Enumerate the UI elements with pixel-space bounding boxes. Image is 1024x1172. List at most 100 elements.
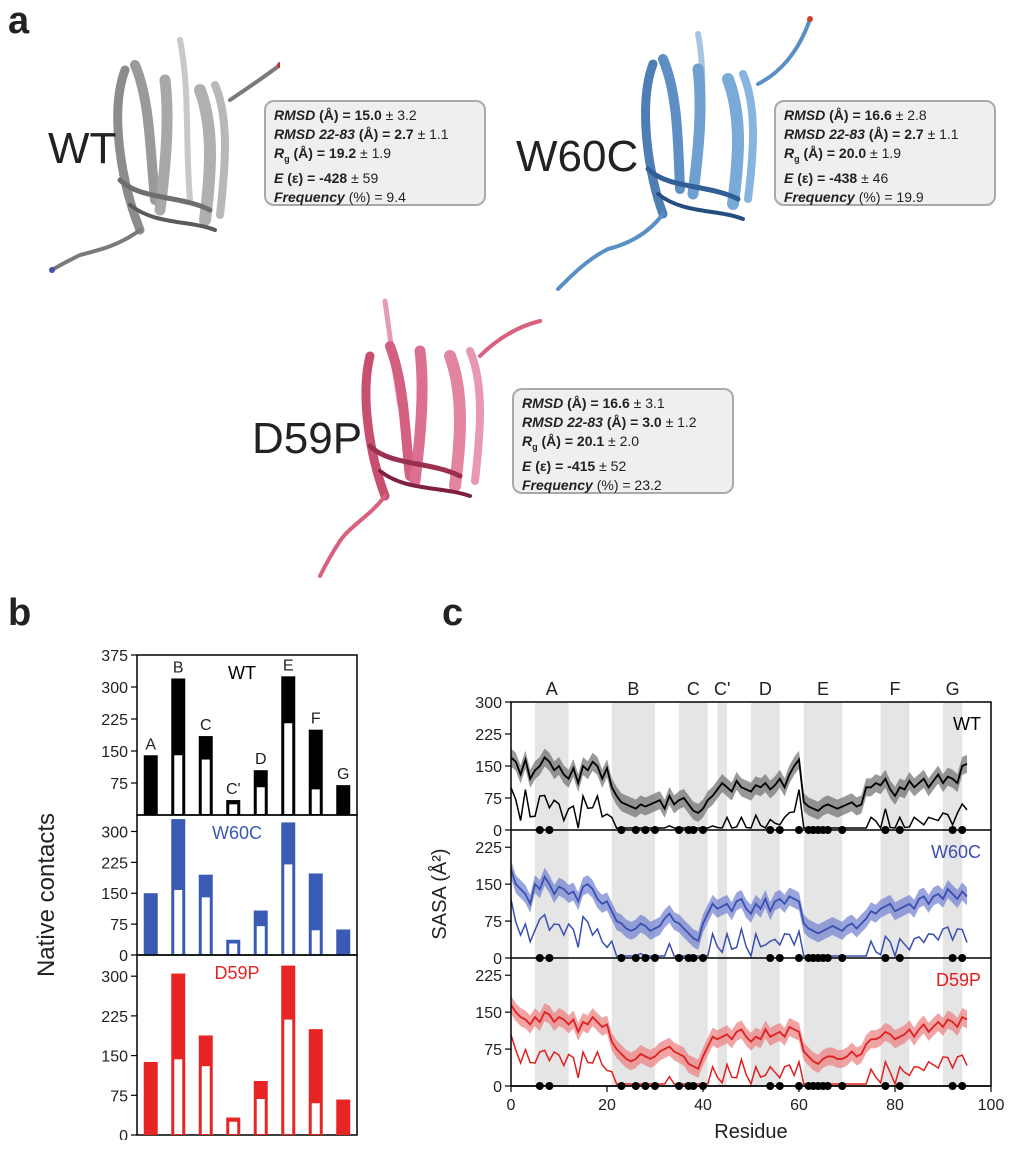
contact-dot — [895, 826, 904, 834]
y-tick-label: 0 — [493, 951, 502, 968]
contact-dot — [675, 826, 683, 834]
sasa-line-lower-WT — [510, 787, 968, 830]
wt-structure-image — [49, 37, 280, 273]
contact-dot — [545, 826, 554, 834]
y-tick-label: 0 — [493, 1079, 502, 1096]
y-tick-label: 225 — [475, 968, 502, 985]
sasa-line-lower-D59P — [510, 1034, 968, 1087]
panel-letter-c: c — [442, 592, 464, 634]
strand-label: C — [200, 717, 212, 734]
bar-panel-title: WT — [228, 663, 256, 683]
contact-dot — [535, 954, 544, 962]
bar-D59P-A — [143, 1061, 158, 1135]
x-tick-label: 100 — [978, 1097, 1005, 1114]
strand-band-C — [679, 702, 708, 1086]
contact-dot — [895, 954, 904, 962]
contact-dot — [535, 826, 544, 834]
y-tick-label: 75 — [110, 917, 128, 934]
y-tick-label: 225 — [101, 1009, 128, 1026]
d59p-label: D59P — [252, 414, 363, 463]
contact-dot — [651, 826, 659, 834]
bar-W60C-A — [143, 893, 158, 955]
strand-label: F — [311, 711, 321, 728]
bar-panel-title: D59P — [214, 963, 259, 983]
native-contacts-ylabel: Native contacts — [33, 813, 60, 977]
bar-inner-D59P-D — [256, 1099, 265, 1134]
contact-dot — [775, 954, 784, 962]
y-tick-label: 75 — [484, 791, 502, 808]
strand-label: G — [337, 766, 349, 783]
x-tick-label: 40 — [694, 1097, 712, 1114]
strand-label-F: F — [890, 679, 901, 699]
bar-inner-D59P-E — [284, 1019, 293, 1134]
bar-inner-W60C-B — [174, 889, 183, 954]
sasa-panel-title: W60C — [931, 842, 981, 862]
y-tick-label: 75 — [484, 1042, 502, 1059]
sasa-panel-title: WT — [953, 714, 981, 734]
y-tick-label: 225 — [101, 855, 128, 872]
y-tick-label: 150 — [475, 1005, 502, 1022]
bar-inner-D59P-C' — [229, 1121, 238, 1134]
bar-inner-W60C-D — [256, 926, 265, 954]
bar-inner-W60C-C' — [229, 943, 238, 954]
bar-inner-WT-C — [201, 759, 210, 814]
w60c-structure-image — [556, 16, 813, 291]
contact-dot — [617, 826, 626, 834]
bar-panel-frame — [136, 954, 358, 1136]
y-tick-label: 150 — [101, 1049, 128, 1066]
contact-dot — [838, 826, 847, 834]
contact-dot — [958, 826, 967, 834]
bar-inner-D59P-F — [311, 1103, 320, 1134]
sasa-ylabel: SASA (Å²) — [428, 848, 451, 939]
w60c-label: W60C — [516, 132, 639, 181]
bar-panel-title: W60C — [212, 823, 262, 843]
contact-dot — [641, 954, 650, 962]
y-tick-label: 0 — [493, 823, 502, 840]
y-tick-label: 75 — [484, 914, 502, 931]
contact-dot — [631, 826, 640, 834]
strand-label: A — [145, 736, 156, 753]
strand-label: B — [173, 659, 184, 676]
bar-inner-W60C-E — [284, 864, 293, 954]
contact-dot — [641, 826, 650, 834]
bar-inner-W60C-C — [201, 897, 210, 954]
strand-label: E — [283, 657, 294, 674]
x-tick-label: 0 — [507, 1097, 516, 1114]
wt-label: WT — [48, 124, 117, 173]
contact-dot — [881, 826, 890, 834]
y-tick-label: 300 — [101, 824, 128, 841]
y-tick-label: 75 — [110, 776, 128, 793]
contact-dot — [689, 826, 698, 834]
strand-label-G: G — [946, 679, 960, 699]
contact-dot — [766, 826, 775, 834]
contact-dot — [675, 954, 683, 962]
x-tick-label: 60 — [790, 1097, 808, 1114]
native-contacts-chart: Native contacts 75 150 225 300 375 WT A B C C' D E F G… — [33, 648, 358, 1140]
contact-dot — [545, 954, 554, 962]
y-tick-label: 225 — [475, 840, 502, 857]
contact-dot — [838, 954, 847, 962]
bar-W60C-G — [336, 929, 351, 955]
contact-dot — [766, 954, 775, 962]
strand-label: C' — [226, 781, 241, 798]
y-tick-label: 150 — [475, 759, 502, 776]
panel-letter-b: b — [8, 592, 32, 634]
strand-label-B: B — [627, 679, 639, 699]
x-tick-label: 80 — [886, 1097, 904, 1114]
strand-band-E — [803, 702, 843, 1086]
contact-dot — [699, 954, 707, 962]
sasa-line-WT — [510, 756, 968, 814]
y-tick-label: 0 — [119, 948, 128, 965]
sasa-frame — [510, 701, 992, 1087]
bar-inner-D59P-C — [201, 1066, 210, 1134]
x-tick-label: 20 — [598, 1097, 616, 1114]
bar-WT-A — [143, 755, 158, 815]
contact-dot — [823, 826, 832, 834]
contact-dot — [631, 954, 640, 962]
y-tick-label: 225 — [475, 727, 502, 744]
strand-label-C': C' — [714, 679, 730, 699]
y-tick-label: 75 — [110, 1088, 128, 1105]
sasa-chart: A B C C' D E F G SASA (Å²) 0 75 150 225 300 WT 0 75 150 22… — [428, 679, 1005, 1143]
w60c-stats-box: RMSD (Å) = 16.6 ± 2.8 RMSD 22-83 (Å) = 2… — [774, 100, 996, 206]
wt-stats-box: RMSD (Å) = 15.0 ± 3.2 RMSD 22-83 (Å) = 2… — [264, 100, 486, 206]
